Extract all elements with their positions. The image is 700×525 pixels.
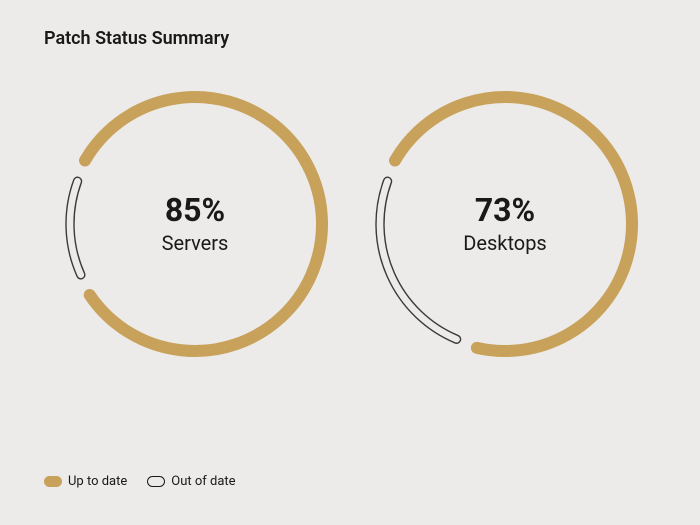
donut-row: 85% Servers 73% Desktops — [40, 89, 660, 359]
arc-up-to-date — [85, 97, 322, 351]
legend: Up to date Out of date — [44, 474, 236, 489]
donut-servers-svg — [60, 89, 330, 359]
donut-desktops: 73% Desktops — [370, 89, 640, 359]
arc-out-of-date — [376, 177, 461, 343]
arc-out-of-date — [66, 177, 85, 279]
card-title: Patch Status Summary — [44, 28, 660, 49]
legend-item-up-to-date: Up to date — [44, 474, 127, 489]
legend-item-out-of-date: Out of date — [147, 474, 235, 489]
legend-label-up-to-date: Up to date — [68, 474, 127, 489]
legend-label-out-of-date: Out of date — [171, 474, 235, 489]
legend-swatch-out-of-date — [147, 476, 165, 487]
legend-swatch-up-to-date — [44, 476, 62, 487]
donut-servers: 85% Servers — [60, 89, 330, 359]
patch-status-summary-card: Patch Status Summary 85% Servers 73% Des… — [0, 0, 700, 525]
donut-desktops-svg — [370, 89, 640, 359]
arc-up-to-date — [395, 97, 632, 351]
